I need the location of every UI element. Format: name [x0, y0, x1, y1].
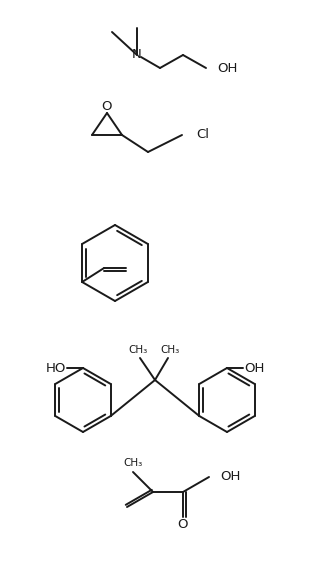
Text: HO: HO	[46, 362, 66, 374]
Text: Cl: Cl	[196, 129, 209, 142]
Text: CH₃: CH₃	[128, 345, 148, 355]
Text: CH₃: CH₃	[123, 458, 143, 468]
Text: OH: OH	[217, 61, 237, 74]
Text: O: O	[178, 518, 188, 531]
Text: OH: OH	[244, 362, 264, 374]
Text: N: N	[132, 49, 142, 61]
Text: OH: OH	[220, 470, 240, 483]
Text: CH₃: CH₃	[160, 345, 180, 355]
Text: O: O	[102, 99, 112, 112]
